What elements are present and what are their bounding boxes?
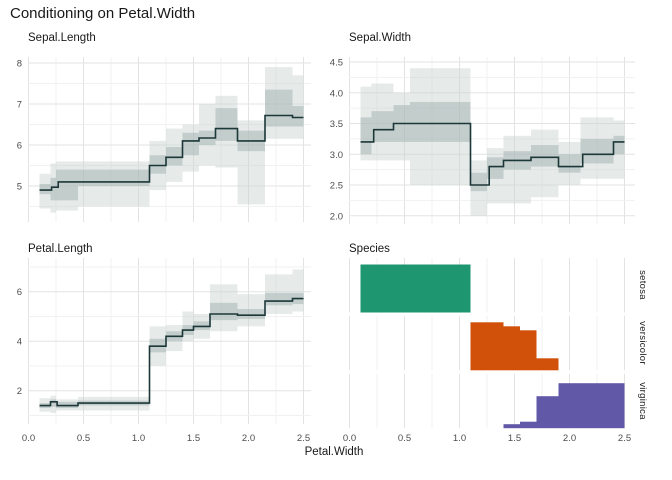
svg-text:3.5: 3.5 [330,119,343,130]
svg-text:2: 2 [17,386,22,397]
step-line [360,122,625,186]
hist-bar-versicolor [536,358,559,371]
sepal-length-chart: 5 6 7 8 [17,57,311,222]
panel-title-sepal-width: Sepal.Width [349,32,412,44]
hist-bar-versicolor [470,322,504,371]
svg-text:4.5: 4.5 [330,58,343,69]
svg-text:2.5: 2.5 [330,181,343,192]
panel-title-species: Species [349,243,390,255]
svg-text:0.0: 0.0 [22,433,35,444]
svg-text:0.0: 0.0 [343,433,356,444]
hist-bar-virginica [558,383,625,429]
svg-text:1.0: 1.0 [132,433,145,444]
svg-text:6: 6 [17,141,22,152]
facet-setosa [349,258,625,313]
svg-text:1.0: 1.0 [453,433,466,444]
hist-bar-versicolor [503,326,520,371]
svg-text:2.5: 2.5 [618,433,631,444]
x-axis-title: Petal.Width [304,446,364,458]
svg-text:7: 7 [17,100,22,111]
species-chart: 0.0 0.5 1.0 1.5 2.0 2.5 [343,258,631,444]
svg-text:3.0: 3.0 [330,150,343,161]
svg-text:6: 6 [17,287,22,298]
svg-text:4.0: 4.0 [330,88,343,99]
svg-text:2.0: 2.0 [330,211,343,222]
svg-text:0.5: 0.5 [398,433,411,444]
facet-versicolor [349,315,625,371]
quantile-bands [39,67,304,213]
hist-bar-virginica [503,424,520,429]
svg-text:1.5: 1.5 [508,433,521,444]
quantile-bands [360,68,625,216]
svg-text:2.0: 2.0 [242,433,255,444]
petal-length-chart: 2 4 6 0.0 0.5 1.0 1.5 2.0 2.5 [17,258,311,444]
svg-text:5: 5 [17,182,22,193]
hist-bar-versicolor [520,330,537,371]
sepal-width-chart: 2.0 2.5 3.0 3.5 4.0 4.5 [330,57,635,224]
svg-text:2.5: 2.5 [297,433,310,444]
strip-label-virginica: virginica [637,382,648,420]
strip-label-setosa: setosa [637,270,648,300]
hist-bar-setosa [360,264,471,313]
facet-virginica [349,373,625,429]
svg-text:0.5: 0.5 [77,433,90,444]
step-line [39,114,304,191]
svg-text:4: 4 [17,337,22,348]
svg-text:8: 8 [17,59,22,70]
svg-text:1.5: 1.5 [187,433,200,444]
step-line [39,297,304,407]
hist-bar-virginica [536,396,559,429]
panel-title-petal-length: Petal.Length [28,243,93,255]
strip-label-versicolor: versicolor [637,321,648,365]
panel-title-sepal-length: Sepal.Length [28,32,96,44]
hist-bar-virginica [520,421,537,429]
chart-title: Conditioning on Petal.Width [10,5,196,22]
svg-text:2.0: 2.0 [563,433,576,444]
